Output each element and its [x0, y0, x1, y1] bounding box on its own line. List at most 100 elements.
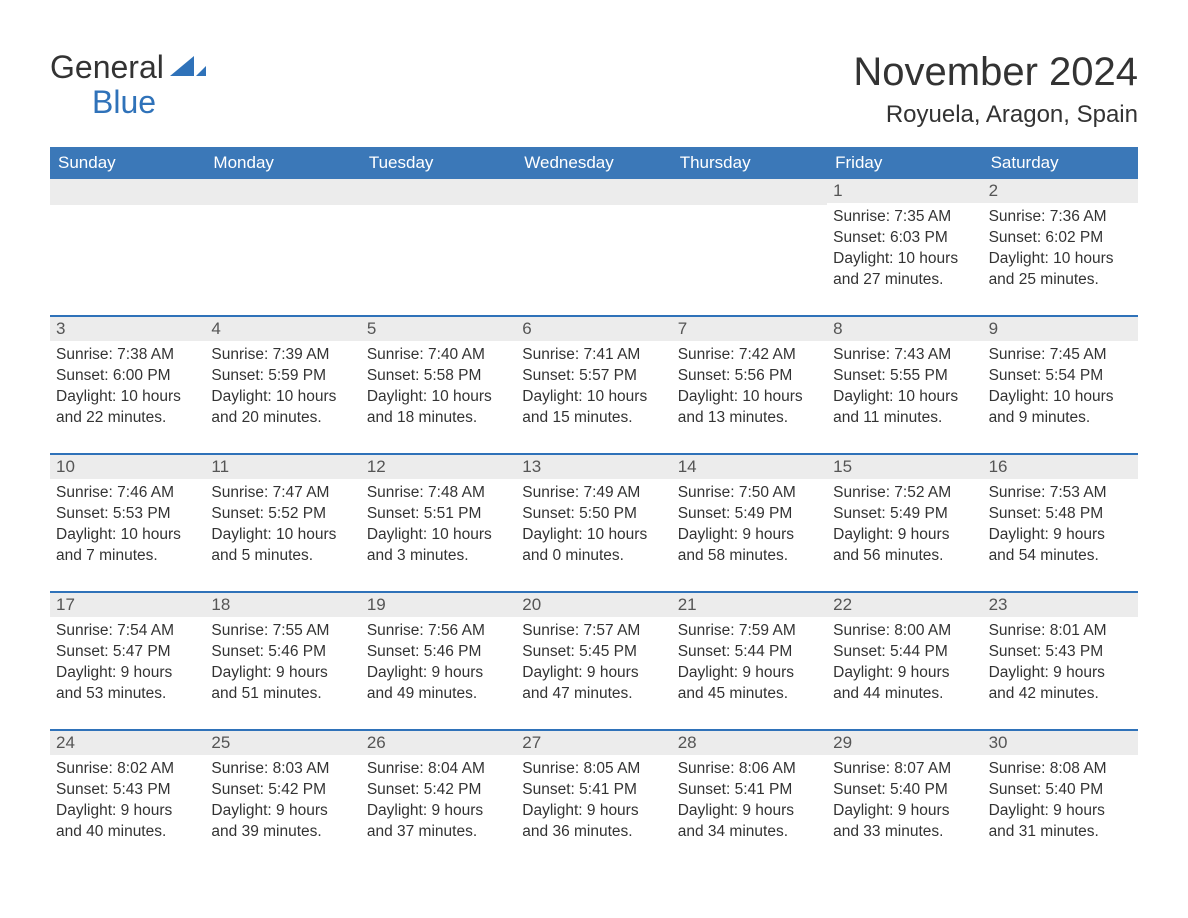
day-content: Sunrise: 7:40 AMSunset: 5:58 PMDaylight:… [361, 341, 516, 433]
day-cell [50, 179, 205, 297]
sunset-text: Sunset: 5:44 PM [833, 642, 976, 663]
day-cell: 6Sunrise: 7:41 AMSunset: 5:57 PMDaylight… [516, 317, 671, 435]
sunrise-text: Sunrise: 8:06 AM [678, 759, 821, 780]
daylight-text: Daylight: 9 hours and 40 minutes. [56, 801, 199, 843]
day-cell: 10Sunrise: 7:46 AMSunset: 5:53 PMDayligh… [50, 455, 205, 573]
day-content: Sunrise: 8:04 AMSunset: 5:42 PMDaylight:… [361, 755, 516, 847]
weekday-label: Tuesday [361, 147, 516, 179]
sunrise-text: Sunrise: 7:41 AM [522, 345, 665, 366]
sunset-text: Sunset: 5:46 PM [211, 642, 354, 663]
sunset-text: Sunset: 5:54 PM [989, 366, 1132, 387]
day-number: 30 [983, 731, 1138, 755]
day-number: 26 [361, 731, 516, 755]
daylight-text: Daylight: 9 hours and 49 minutes. [367, 663, 510, 705]
day-cell: 19Sunrise: 7:56 AMSunset: 5:46 PMDayligh… [361, 593, 516, 711]
sunrise-text: Sunrise: 8:03 AM [211, 759, 354, 780]
day-number: 27 [516, 731, 671, 755]
header: General Blue November 2024 Royuela, Arag… [50, 50, 1138, 129]
day-cell: 20Sunrise: 7:57 AMSunset: 5:45 PMDayligh… [516, 593, 671, 711]
brand-line2: Blue [92, 85, 164, 120]
day-content: Sunrise: 7:49 AMSunset: 5:50 PMDaylight:… [516, 479, 671, 571]
weekday-label: Thursday [672, 147, 827, 179]
sunset-text: Sunset: 5:41 PM [678, 780, 821, 801]
sunrise-text: Sunrise: 7:47 AM [211, 483, 354, 504]
day-number: 24 [50, 731, 205, 755]
sunrise-text: Sunrise: 7:35 AM [833, 207, 976, 228]
sunrise-text: Sunrise: 7:55 AM [211, 621, 354, 642]
day-content: Sunrise: 7:35 AMSunset: 6:03 PMDaylight:… [827, 203, 982, 295]
daylight-text: Daylight: 9 hours and 58 minutes. [678, 525, 821, 567]
empty-day-band [361, 179, 516, 205]
sunset-text: Sunset: 5:41 PM [522, 780, 665, 801]
sunset-text: Sunset: 5:51 PM [367, 504, 510, 525]
daylight-text: Daylight: 10 hours and 22 minutes. [56, 387, 199, 429]
empty-day-band [672, 179, 827, 205]
sunrise-text: Sunrise: 7:49 AM [522, 483, 665, 504]
day-number: 13 [516, 455, 671, 479]
daylight-text: Daylight: 10 hours and 27 minutes. [833, 249, 976, 291]
day-number: 23 [983, 593, 1138, 617]
day-number: 19 [361, 593, 516, 617]
day-cell: 8Sunrise: 7:43 AMSunset: 5:55 PMDaylight… [827, 317, 982, 435]
day-number: 7 [672, 317, 827, 341]
day-content: Sunrise: 7:55 AMSunset: 5:46 PMDaylight:… [205, 617, 360, 709]
day-content: Sunrise: 7:38 AMSunset: 6:00 PMDaylight:… [50, 341, 205, 433]
day-content: Sunrise: 7:53 AMSunset: 5:48 PMDaylight:… [983, 479, 1138, 571]
daylight-text: Daylight: 9 hours and 33 minutes. [833, 801, 976, 843]
week-row: 1Sunrise: 7:35 AMSunset: 6:03 PMDaylight… [50, 179, 1138, 297]
brand-line1: General [50, 50, 164, 85]
sunrise-text: Sunrise: 8:01 AM [989, 621, 1132, 642]
day-number: 8 [827, 317, 982, 341]
day-number: 15 [827, 455, 982, 479]
day-content: Sunrise: 7:48 AMSunset: 5:51 PMDaylight:… [361, 479, 516, 571]
daylight-text: Daylight: 10 hours and 13 minutes. [678, 387, 821, 429]
day-cell [672, 179, 827, 297]
daylight-text: Daylight: 9 hours and 44 minutes. [833, 663, 976, 705]
empty-day-band [516, 179, 671, 205]
day-number: 20 [516, 593, 671, 617]
month-title: November 2024 [853, 50, 1138, 95]
empty-day-band [50, 179, 205, 205]
day-cell: 5Sunrise: 7:40 AMSunset: 5:58 PMDaylight… [361, 317, 516, 435]
sunrise-text: Sunrise: 7:43 AM [833, 345, 976, 366]
day-number: 4 [205, 317, 360, 341]
calendar: SundayMondayTuesdayWednesdayThursdayFrid… [50, 147, 1138, 849]
day-content: Sunrise: 7:46 AMSunset: 5:53 PMDaylight:… [50, 479, 205, 571]
sail-icon [170, 56, 206, 89]
weekday-label: Saturday [983, 147, 1138, 179]
day-number: 18 [205, 593, 360, 617]
sunrise-text: Sunrise: 8:04 AM [367, 759, 510, 780]
sunset-text: Sunset: 5:55 PM [833, 366, 976, 387]
day-content: Sunrise: 8:00 AMSunset: 5:44 PMDaylight:… [827, 617, 982, 709]
day-number: 12 [361, 455, 516, 479]
sunrise-text: Sunrise: 7:59 AM [678, 621, 821, 642]
daylight-text: Daylight: 10 hours and 15 minutes. [522, 387, 665, 429]
daylight-text: Daylight: 10 hours and 25 minutes. [989, 249, 1132, 291]
sunset-text: Sunset: 5:42 PM [211, 780, 354, 801]
sunset-text: Sunset: 5:58 PM [367, 366, 510, 387]
day-cell [205, 179, 360, 297]
day-number: 14 [672, 455, 827, 479]
sunrise-text: Sunrise: 7:36 AM [989, 207, 1132, 228]
day-number: 9 [983, 317, 1138, 341]
sunset-text: Sunset: 5:50 PM [522, 504, 665, 525]
day-number: 1 [827, 179, 982, 203]
sunrise-text: Sunrise: 7:38 AM [56, 345, 199, 366]
day-cell: 27Sunrise: 8:05 AMSunset: 5:41 PMDayligh… [516, 731, 671, 849]
day-number: 5 [361, 317, 516, 341]
day-content: Sunrise: 7:54 AMSunset: 5:47 PMDaylight:… [50, 617, 205, 709]
title-block: November 2024 Royuela, Aragon, Spain [853, 50, 1138, 129]
day-cell: 7Sunrise: 7:42 AMSunset: 5:56 PMDaylight… [672, 317, 827, 435]
daylight-text: Daylight: 10 hours and 3 minutes. [367, 525, 510, 567]
day-cell: 4Sunrise: 7:39 AMSunset: 5:59 PMDaylight… [205, 317, 360, 435]
day-content: Sunrise: 7:36 AMSunset: 6:02 PMDaylight:… [983, 203, 1138, 295]
sunset-text: Sunset: 6:03 PM [833, 228, 976, 249]
day-content: Sunrise: 8:02 AMSunset: 5:43 PMDaylight:… [50, 755, 205, 847]
daylight-text: Daylight: 10 hours and 0 minutes. [522, 525, 665, 567]
day-cell: 11Sunrise: 7:47 AMSunset: 5:52 PMDayligh… [205, 455, 360, 573]
sunset-text: Sunset: 5:43 PM [56, 780, 199, 801]
day-cell: 9Sunrise: 7:45 AMSunset: 5:54 PMDaylight… [983, 317, 1138, 435]
day-number: 10 [50, 455, 205, 479]
sunrise-text: Sunrise: 8:02 AM [56, 759, 199, 780]
week-row: 3Sunrise: 7:38 AMSunset: 6:00 PMDaylight… [50, 315, 1138, 435]
